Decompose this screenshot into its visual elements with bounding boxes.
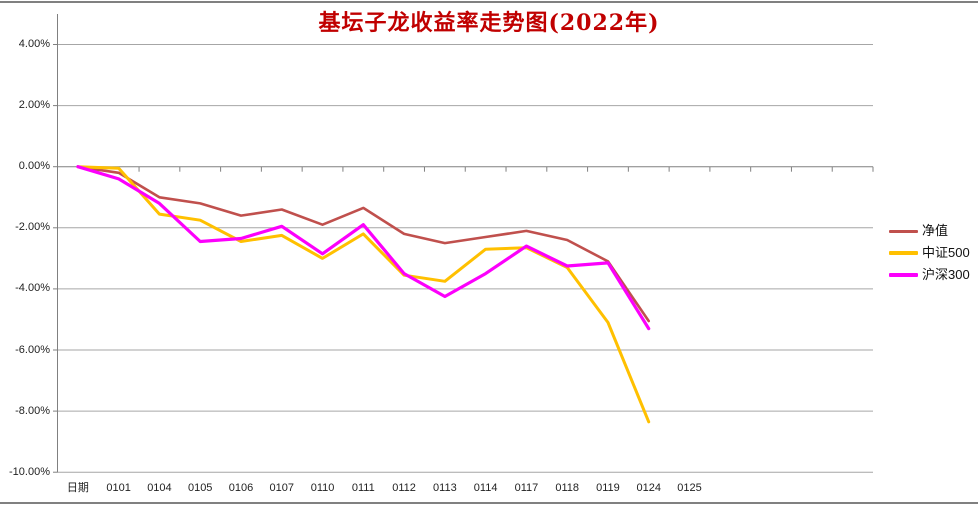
series-line-1 [76, 165, 651, 424]
legend-line-swatch [889, 229, 918, 233]
x-axis-tick-label: 0112 [392, 482, 416, 494]
x-axis-tick-label: 0113 [433, 482, 457, 494]
legend-label: 中证500 [922, 245, 970, 260]
x-axis-tick-label: 0107 [269, 482, 294, 494]
x-axis-tick-label: 0125 [677, 482, 702, 494]
x-axis-tick-label: 0111 [351, 482, 375, 494]
legend-line-swatch [889, 251, 918, 255]
y-axis-tick-label: 0.00% [18, 160, 50, 173]
legend-label: 沪深300 [922, 267, 970, 282]
bottom-border-line [0, 502, 978, 504]
chart-title: 基坛子龙收益率走势图(2022年) [318, 10, 660, 36]
x-axis-tick-label: 0119 [596, 482, 620, 494]
x-axis-tick-label: 日期 [66, 482, 89, 494]
y-axis-tick-label: -6.00% [15, 343, 50, 356]
x-axis-tick-label: 0106 [228, 482, 254, 494]
series-line-2 [76, 165, 651, 331]
legend-item-1: 中证500 [889, 246, 970, 260]
y-axis-tick-label: -2.00% [15, 221, 50, 234]
legend-item-0: 净值 [889, 224, 970, 238]
x-axis-tick-label: 0117 [514, 482, 539, 494]
x-axis-tick-label: 0104 [147, 482, 172, 494]
y-axis-tick-label: -10.00% [9, 465, 50, 478]
legend-label: 净值 [922, 223, 949, 238]
y-axis-tick-label: 2.00% [18, 99, 50, 112]
legend-line-swatch [889, 273, 918, 277]
x-axis-tick-label: 0124 [636, 482, 661, 494]
top-border-line [0, 1, 978, 3]
y-axis-tick-label: 4.00% [18, 38, 50, 50]
x-axis-tick-label: 0118 [555, 482, 580, 494]
chart-legend: 净值中证500 沪深300 [889, 224, 970, 282]
y-axis-tick-label: -8.00% [15, 404, 50, 417]
y-axis-tick-label: -4.00% [15, 282, 50, 295]
x-axis-tick-label: 0114 [473, 482, 498, 494]
x-axis-tick-label: 0105 [187, 482, 213, 494]
x-axis-tick-label: 0101 [106, 482, 131, 494]
series-line-0 [76, 165, 651, 323]
x-axis-tick-label: 0110 [310, 482, 335, 494]
legend-item-2: 沪深300 [889, 268, 970, 282]
